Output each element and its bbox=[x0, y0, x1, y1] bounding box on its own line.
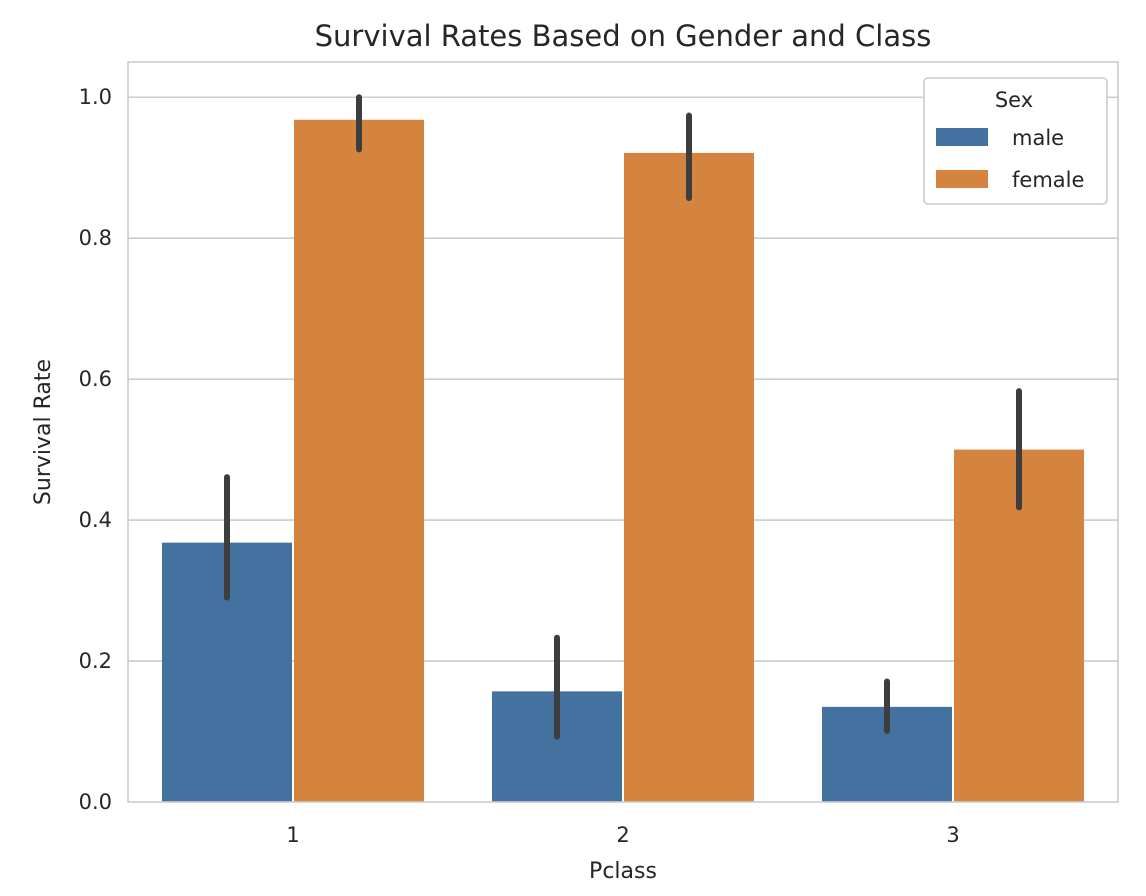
y-tick-label: 0.4 bbox=[79, 508, 112, 532]
y-tick-label: 1.0 bbox=[79, 85, 112, 109]
x-tick-labels: 1 2 3 bbox=[286, 823, 959, 847]
legend-label-female: female bbox=[1012, 168, 1084, 192]
gridlines bbox=[128, 96, 1118, 662]
legend: Sex male female bbox=[923, 77, 1108, 205]
y-axis-label: Survival Rate bbox=[31, 359, 56, 505]
bars bbox=[162, 119, 1084, 803]
chart-title: Survival Rates Based on Gender and Class bbox=[315, 19, 932, 53]
bar-female-2 bbox=[624, 152, 754, 802]
plot-frame bbox=[127, 61, 1119, 803]
x-tick-label: 2 bbox=[616, 823, 629, 847]
legend-swatch-female bbox=[936, 170, 988, 188]
legend-label-male: male bbox=[1012, 126, 1064, 150]
x-tick-label: 3 bbox=[946, 823, 959, 847]
bar-female-1 bbox=[294, 119, 424, 803]
legend-swatch-male bbox=[936, 128, 988, 146]
y-tick-label: 0.6 bbox=[79, 367, 112, 391]
x-tick-label: 1 bbox=[286, 823, 299, 847]
y-tick-labels: 0.0 0.2 0.4 0.6 0.8 1.0 bbox=[79, 85, 112, 814]
y-tick-label: 0.0 bbox=[79, 790, 112, 814]
legend-title: Sex bbox=[995, 88, 1033, 112]
error-bars bbox=[224, 94, 1022, 740]
y-tick-label: 0.8 bbox=[79, 226, 112, 250]
y-tick-label: 0.2 bbox=[79, 649, 112, 673]
x-axis-label: Pclass bbox=[589, 859, 657, 884]
